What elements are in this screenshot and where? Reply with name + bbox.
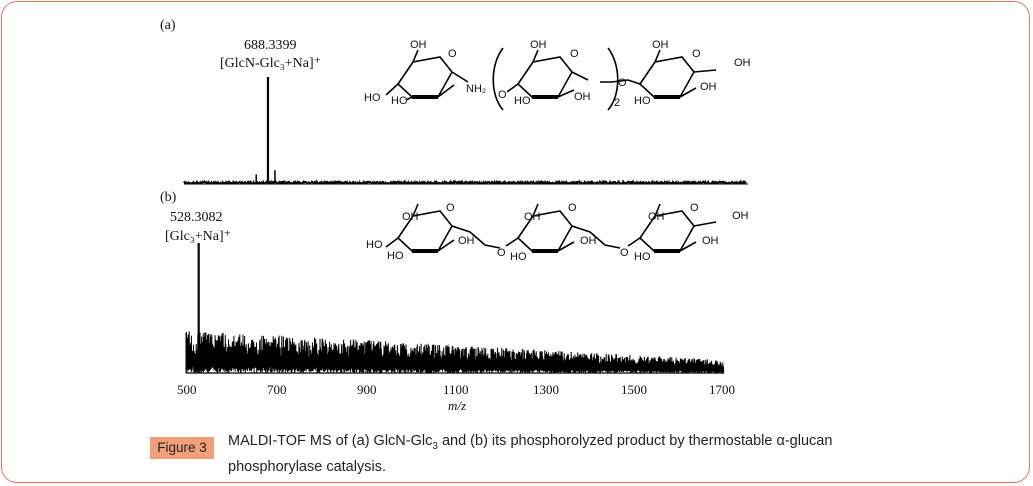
panel-a-peak-mz: 688.3399 xyxy=(244,38,297,53)
panel-b-peak-mz: 528.3082 xyxy=(170,210,223,225)
x-tick-label: 700 xyxy=(267,382,287,397)
panel-a-spectrum xyxy=(183,77,748,185)
mol-a-label: O xyxy=(498,89,507,101)
panel-b-peak-ion: [Glc₃+Na]⁺ xyxy=(165,229,232,244)
mol-b-label: O xyxy=(690,202,699,214)
mol-a-label: HO xyxy=(514,95,531,107)
panel-b-spectrum xyxy=(185,243,725,374)
panel-b-noise-trace xyxy=(185,331,725,374)
structure-b-glc3 xyxy=(385,203,717,253)
panel-a-label: (a) xyxy=(160,18,176,33)
structure-a-glcn-glc3 xyxy=(385,47,717,111)
mol-a-label: O xyxy=(448,48,457,60)
mol-b-label: O xyxy=(497,247,506,259)
x-tick-label: 1500 xyxy=(621,382,647,397)
mol-a-label: O xyxy=(618,77,627,89)
x-tick-label: 900 xyxy=(357,382,377,397)
caption-text-part: and (b) its phosphorolyzed product by th… xyxy=(228,433,833,475)
panel-a-peak-ion: [GlcN-Glc₃+Na]⁺ xyxy=(220,56,322,71)
x-tick-label: 500 xyxy=(177,382,197,397)
x-tick-label: 1300 xyxy=(533,382,559,397)
x-axis-label: m/z xyxy=(448,398,467,413)
mol-b-label: O xyxy=(620,247,629,259)
x-tick-label: 1100 xyxy=(443,382,469,397)
mol-b-label: HO xyxy=(634,251,651,263)
figure-caption: MALDI-TOF MS of (a) GlcN-Glc3 and (b) it… xyxy=(228,431,928,478)
mol-b-label: OH xyxy=(402,211,419,223)
structure-a-labels: OH HO HO NH₂ O O OH HO OH O 2 O OH HO OH… xyxy=(364,39,751,109)
mol-a-label: 2 xyxy=(614,97,620,109)
mol-a-label: OH xyxy=(410,39,427,51)
mol-b-label: HO xyxy=(510,251,527,263)
panel-b-label: (b) xyxy=(160,190,177,205)
mol-b-label: OH xyxy=(648,211,665,223)
caption-subscript: 3 xyxy=(432,440,438,452)
mol-a-label: OH xyxy=(574,91,591,103)
mol-b-label: O xyxy=(568,202,577,214)
mol-a-label: OH xyxy=(700,81,717,93)
panel-a-noise-trace xyxy=(183,179,747,185)
mol-a-label: NH₂ xyxy=(466,83,486,95)
mol-a-label: O xyxy=(570,48,579,60)
mol-a-label: HO xyxy=(634,95,651,107)
mol-b-label: OH xyxy=(458,235,475,247)
mol-a-label: HO xyxy=(391,95,408,107)
mol-a-label: O xyxy=(692,48,701,60)
structure-b-labels: OH HO HO OH O O OH HO OH O O OH HO OH O … xyxy=(366,202,749,263)
caption-text-part: MALDI-TOF MS of (a) GlcN-Glc xyxy=(228,433,433,449)
mol-b-label: OH xyxy=(702,235,719,247)
mol-a-label: OH xyxy=(734,57,751,69)
mol-b-label: OH xyxy=(580,235,597,247)
mol-a-label: HO xyxy=(364,92,381,104)
mol-a-label: OH xyxy=(652,39,669,51)
mol-b-label: OH xyxy=(524,211,541,223)
x-tick-label: 1700 xyxy=(709,382,735,397)
mol-b-label: OH xyxy=(732,210,749,222)
mol-b-label: O xyxy=(446,202,455,214)
figure-number-badge: Figure 3 xyxy=(150,437,214,459)
mol-a-label: OH xyxy=(530,39,547,51)
mol-b-label: HO xyxy=(387,250,404,262)
mol-b-label: HO xyxy=(366,239,383,251)
